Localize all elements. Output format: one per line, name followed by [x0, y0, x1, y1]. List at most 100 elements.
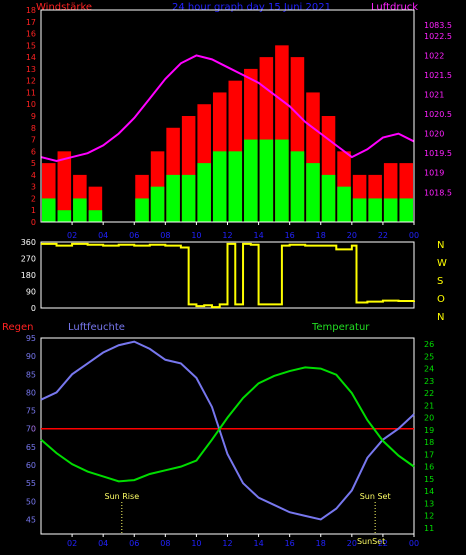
- compass-label: N: [437, 312, 444, 323]
- wind-x-tick-label: 02: [67, 231, 77, 240]
- climate-x-tick-label: 16: [285, 539, 295, 548]
- temperature-tick-label: 15: [424, 475, 434, 484]
- sun-set-label: Sun Set: [360, 492, 391, 501]
- wind-avg-bar: [306, 163, 320, 222]
- temperature-tick-label: 22: [424, 389, 434, 398]
- wind-tick-label: 1: [31, 206, 36, 215]
- wind-x-tick-label: 16: [285, 231, 295, 240]
- sun-markers: Sun Rise Sun Set SunSet: [104, 492, 390, 546]
- wind-axis-title: Windstärke: [36, 2, 92, 13]
- wind-x-tick-label: 00: [409, 231, 419, 240]
- climate-x-tick-label: 06: [129, 539, 139, 548]
- wind-x-tick-label: 04: [98, 231, 108, 240]
- compass-label: N: [437, 240, 444, 251]
- wind-avg-bar: [275, 139, 289, 222]
- humidity-tick-label: 90: [26, 352, 36, 361]
- humidity-tick-label: 55: [26, 479, 36, 488]
- wind-avg-bar: [150, 186, 165, 222]
- pressure-tick-label: 1019: [424, 169, 444, 178]
- climate-x-tick-label: 04: [98, 539, 108, 548]
- wind-x-ticks: 02 04 06 08 10 12 14 16 18 20 22 00: [67, 222, 419, 240]
- pressure-tick-label: 1021.5: [424, 71, 452, 80]
- wind-x-tick-label: 20: [347, 231, 357, 240]
- temperature-tick-label: 25: [424, 352, 434, 361]
- wind-tick-label: 11: [26, 88, 36, 97]
- climate-x-ticks: 02 04 06 08 10 12 14 16 18 20 22 00: [67, 534, 419, 548]
- wind-x-tick-label: 10: [191, 231, 201, 240]
- temperature-tick-label: 20: [424, 414, 434, 423]
- climate-x-tick-label: 08: [160, 539, 170, 548]
- wind-tick-label: 10: [26, 100, 36, 109]
- climate-x-tick-label: 10: [191, 539, 201, 548]
- pressure-tick-label: 1022: [424, 51, 444, 60]
- compass-label: S: [437, 276, 443, 287]
- pressure-tick-label: 1019.5: [424, 149, 452, 158]
- direction-panel-frame: [40, 241, 415, 309]
- climate-x-tick-label: 14: [253, 539, 263, 548]
- wind-tick-label: 7: [31, 136, 36, 145]
- direction-tick-label: 360: [21, 238, 36, 247]
- wind-avg-bar: [259, 139, 274, 222]
- wind-tick-label: 13: [26, 65, 36, 74]
- sunset-axis-label: SunSet: [357, 537, 385, 546]
- wind-avg-bar: [42, 198, 56, 222]
- humidity-tick-label: 75: [26, 407, 36, 416]
- wind-avg-bar: [399, 198, 413, 222]
- humidity-line: [40, 340, 415, 521]
- temperature-series: [40, 366, 415, 483]
- wind-avg-bar: [337, 186, 351, 222]
- direction-series: [41, 242, 415, 309]
- climate-panel-frame: [40, 337, 415, 535]
- pressure-series: [40, 54, 415, 163]
- humidity-tick-label: 80: [26, 388, 36, 397]
- temperature-tick-label: 24: [424, 365, 434, 374]
- wind-tick-label: 17: [26, 18, 36, 27]
- direction-y-ticks: 0 90 180 270 360: [21, 238, 36, 313]
- humidity-tick-label: 95: [26, 334, 36, 343]
- wind-avg-bar: [321, 174, 336, 222]
- wind-avg-bar: [88, 210, 103, 222]
- climate-x-tick-label: 20: [347, 539, 357, 548]
- humidity-axis-title: Luftfeuchte: [68, 322, 125, 333]
- temperature-tick-label: 21: [424, 401, 434, 410]
- pressure-tick-label: 1020: [424, 130, 444, 139]
- climate-x-tick-label: 18: [316, 539, 326, 548]
- rain-tick-label: 0: [31, 425, 36, 434]
- climate-x-tick-label: 12: [222, 539, 232, 548]
- wind-x-tick-label: 06: [129, 231, 139, 240]
- wind-tick-label: 16: [26, 30, 36, 39]
- humidity-tick-label: 70: [26, 425, 36, 434]
- direction-frame: [40, 241, 415, 309]
- wind-tick-label: 6: [31, 147, 36, 156]
- sun-rise-label: Sun Rise: [104, 492, 139, 501]
- direction-tick-label: 270: [21, 255, 36, 264]
- rain-line: 0: [31, 425, 414, 434]
- climate-x-tick-label: 22: [378, 539, 388, 548]
- wind-avg-bar: [290, 151, 305, 222]
- pressure-y-ticks: 1018.5 1019 1019.5 1020 1020.5 1021 1021.5 1022…: [424, 21, 452, 197]
- temperature-axis-title: Temperatur: [311, 322, 370, 333]
- pressure-tick-label: 1021: [424, 91, 444, 100]
- humidity-tick-label: 50: [26, 497, 36, 506]
- pressure-tick-label: 1018.5: [424, 188, 452, 197]
- temperature-tick-label: 23: [424, 377, 434, 386]
- humidity-tick-label: 45: [26, 515, 36, 524]
- climate-x-tick-label: 02: [67, 539, 77, 548]
- wind-avg-bar: [135, 198, 149, 222]
- direction-tick-label: 180: [21, 271, 36, 280]
- wind-tick-label: 5: [31, 159, 36, 168]
- humidity-tick-label: 85: [26, 370, 36, 379]
- wind-avg-bar: [352, 198, 367, 222]
- pressure-line: [40, 54, 415, 163]
- humidity-tick-label: 65: [26, 443, 36, 452]
- climate-frame: [40, 337, 415, 535]
- wind-avg-bar: [368, 198, 382, 222]
- temperature-tick-label: 19: [424, 426, 434, 435]
- wind-tick-label: 2: [31, 194, 36, 203]
- wind-tick-label: 8: [31, 124, 36, 133]
- wind-avg-bar: [166, 174, 180, 222]
- pressure-tick-label: 1022.5: [424, 32, 452, 41]
- temperature-tick-label: 18: [424, 438, 434, 447]
